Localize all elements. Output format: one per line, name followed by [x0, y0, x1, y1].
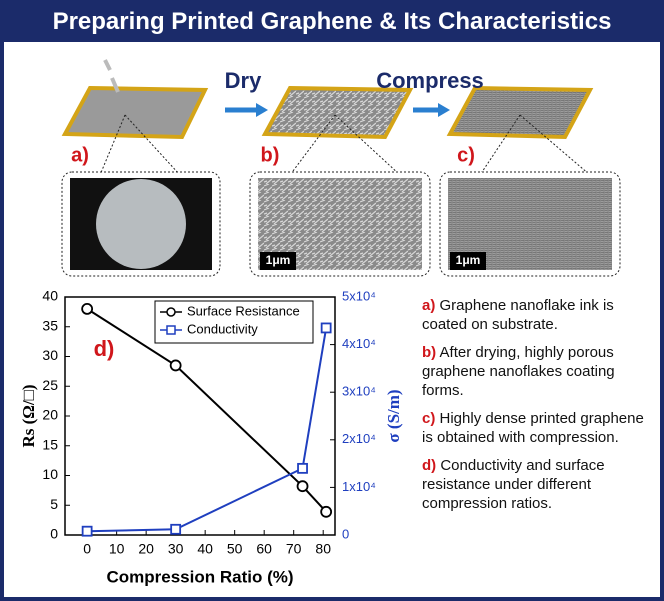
x-tick-label: 30 [168, 541, 184, 557]
marker [297, 462, 308, 474]
y-tick-label: 40 [42, 288, 58, 304]
connector [99, 114, 181, 176]
note-letter: a) [422, 297, 436, 314]
note-text: Highly dense printed graphene is obtaine… [422, 410, 644, 446]
y-tick-label: 5 [50, 496, 58, 512]
x-tick-label: 80 [315, 541, 331, 557]
y-tick-label: 25 [42, 377, 58, 393]
scale-bar-box [450, 252, 486, 270]
arrow-head [256, 103, 268, 117]
x-tick-label: 60 [256, 541, 272, 557]
y-tick-label: 10 [42, 466, 58, 482]
note-letter: d) [422, 457, 437, 474]
legend-marker [166, 307, 176, 317]
x-tick-label: 70 [286, 541, 302, 557]
panel-label: b) [261, 144, 280, 166]
panel-label: c) [457, 144, 475, 166]
connector [479, 114, 591, 176]
x-tick-label: 10 [109, 541, 125, 557]
ink-drop [103, 59, 120, 93]
y2-tick-label: 3x10⁴ [342, 384, 376, 399]
y2-tick-label: 5x10⁴ [342, 288, 376, 303]
connector [289, 114, 401, 176]
sheet [261, 85, 414, 140]
y-tick-label: 30 [42, 347, 58, 363]
note: a) Graphene nanoflake ink is coated on s… [422, 296, 644, 334]
sheet [61, 85, 209, 140]
panel-label: a) [71, 144, 89, 166]
note: b) After drying, highly porous graphene … [422, 343, 644, 400]
y2-tick-label: 2x10⁴ [342, 431, 376, 446]
note: c) Highly dense printed graphene is obta… [422, 409, 644, 447]
legend [154, 300, 314, 344]
marker [320, 322, 332, 334]
note: d) Conductivity and surface resistance u… [422, 456, 644, 513]
legend-label: Surface Resistance [187, 303, 300, 318]
marker [170, 523, 182, 535]
marker [169, 359, 182, 372]
legend-marker [166, 325, 176, 335]
series-line [86, 308, 327, 513]
scale-bar: 1μm [266, 253, 291, 267]
y2-axis-title: σ (S/m) [384, 389, 403, 442]
marker [296, 480, 309, 493]
legend-label: Conductivity [187, 321, 258, 336]
scale-bar: 1μm [456, 253, 481, 267]
y-tick-label: 20 [42, 407, 58, 423]
arrow-head [438, 103, 450, 117]
y2-tick-label: 1x10⁴ [342, 479, 376, 494]
x-tick-label: 0 [83, 541, 91, 557]
micrograph [96, 179, 186, 269]
notes: a) Graphene nanoflake ink is coated on s… [422, 296, 644, 522]
page-title: Preparing Printed Graphene & Its Charact… [52, 8, 612, 35]
sheet [446, 85, 594, 140]
x-tick-label: 50 [227, 541, 243, 557]
y-tick-label: 35 [42, 317, 58, 333]
marker [320, 505, 333, 518]
y-tick-label: 15 [42, 436, 58, 452]
x-tick-label: 40 [197, 541, 213, 557]
note-letter: b) [422, 344, 437, 361]
y2-tick-label: 0 [342, 526, 349, 541]
note-text: Conductivity and surface resistance unde… [422, 457, 605, 512]
note-text: Graphene nanoflake ink is coated on subs… [422, 297, 614, 333]
note-text: After drying, highly porous graphene nan… [422, 344, 615, 399]
y-axis-title: Rs (Ω/□) [19, 384, 38, 447]
step-label: Compress [376, 68, 484, 93]
y-tick-label: 0 [50, 526, 58, 542]
note-letter: c) [422, 410, 436, 427]
x-axis-title: Compression Ratio (%) [106, 567, 293, 586]
x-tick-label: 20 [138, 541, 154, 557]
marker [81, 525, 93, 537]
step-label: Dry [225, 68, 262, 93]
series-line [87, 327, 328, 533]
scale-bar-box [260, 252, 296, 270]
y2-tick-label: 4x10⁴ [342, 336, 376, 351]
annotation: d) [94, 336, 115, 361]
marker [81, 302, 94, 315]
